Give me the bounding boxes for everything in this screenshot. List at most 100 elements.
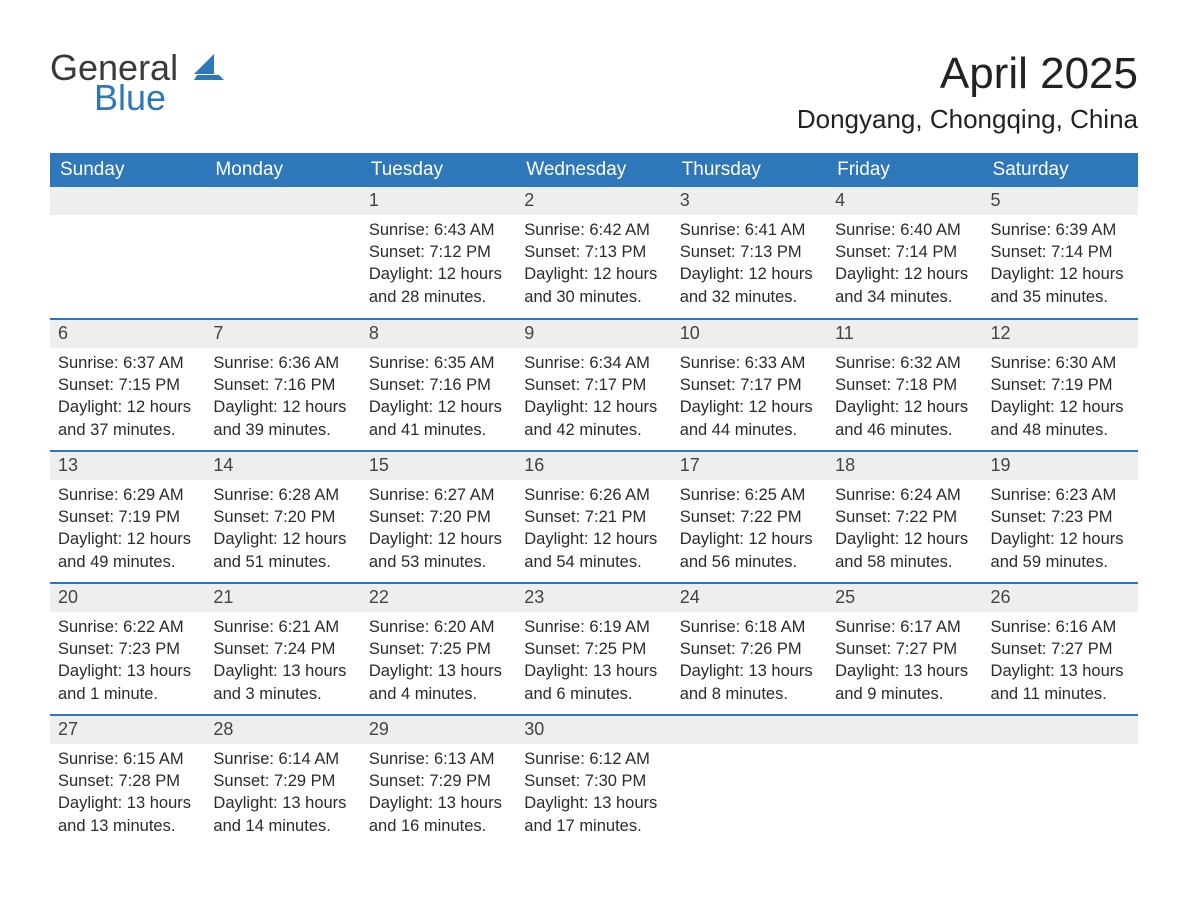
sunrise-line: Sunrise: 6:30 AM: [991, 352, 1128, 374]
day-number: 29: [361, 716, 516, 743]
day-details: Sunrise: 6:33 AMSunset: 7:17 PMDaylight:…: [672, 348, 827, 445]
day-number: 8: [361, 320, 516, 347]
calendar-day-cell: 7Sunrise: 6:36 AMSunset: 7:16 PMDaylight…: [205, 319, 360, 451]
sunset-line: Sunset: 7:13 PM: [680, 241, 817, 263]
sunrise-line: Sunrise: 6:36 AM: [213, 352, 350, 374]
day-number: [827, 716, 982, 743]
location-label: Dongyang, Chongqing, China: [797, 104, 1138, 135]
daylight-line: Daylight: 13 hours and 6 minutes.: [524, 660, 661, 705]
sunset-line: Sunset: 7:19 PM: [991, 374, 1128, 396]
day-details: Sunrise: 6:22 AMSunset: 7:23 PMDaylight:…: [50, 612, 205, 709]
weekday-header: Monday: [205, 153, 360, 187]
sunrise-line: Sunrise: 6:21 AM: [213, 616, 350, 638]
day-number: 30: [516, 716, 671, 743]
day-details: Sunrise: 6:16 AMSunset: 7:27 PMDaylight:…: [983, 612, 1138, 709]
sunset-line: Sunset: 7:27 PM: [835, 638, 972, 660]
calendar-day-cell: 15Sunrise: 6:27 AMSunset: 7:20 PMDayligh…: [361, 451, 516, 583]
day-details: Sunrise: 6:35 AMSunset: 7:16 PMDaylight:…: [361, 348, 516, 445]
day-number: [205, 187, 360, 214]
day-details: Sunrise: 6:20 AMSunset: 7:25 PMDaylight:…: [361, 612, 516, 709]
sunset-line: Sunset: 7:22 PM: [835, 506, 972, 528]
sunset-line: Sunset: 7:25 PM: [524, 638, 661, 660]
weekday-header: Tuesday: [361, 153, 516, 187]
calendar-day-cell: 14Sunrise: 6:28 AMSunset: 7:20 PMDayligh…: [205, 451, 360, 583]
calendar-day-cell: 29 Sunrise: 6:13 AMSunset: 7:29 PMDayligh…: [361, 715, 516, 847]
day-number: 20: [50, 584, 205, 611]
sunrise-line: Sunrise: 6:40 AM: [835, 219, 972, 241]
sunrise-line: Sunrise: 6:43 AM: [369, 219, 506, 241]
title-block: April 2025 Dongyang, Chongqing, China: [797, 50, 1138, 135]
daylight-line: Daylight: 12 hours and 49 minutes.: [58, 528, 195, 573]
calendar-day-cell: [983, 715, 1138, 847]
calendar-day-cell: [672, 715, 827, 847]
sunset-line: Sunset: 7:23 PM: [58, 638, 195, 660]
sunrise-line: Sunrise: 6:20 AM: [369, 616, 506, 638]
day-number: [983, 716, 1138, 743]
sunset-line: Sunset: 7:30 PM: [524, 770, 661, 792]
day-details: Sunrise: 6:40 AMSunset: 7:14 PMDaylight:…: [827, 215, 982, 312]
day-number: 12: [983, 320, 1138, 347]
day-number: 19: [983, 452, 1138, 479]
sunrise-line: Sunrise: 6:35 AM: [369, 352, 506, 374]
sunset-line: Sunset: 7:17 PM: [524, 374, 661, 396]
calendar-day-cell: 22Sunrise: 6:20 AMSunset: 7:25 PMDayligh…: [361, 583, 516, 715]
daylight-line: Daylight: 12 hours and 39 minutes.: [213, 396, 350, 441]
daylight-line: Daylight: 12 hours and 28 minutes.: [369, 263, 506, 308]
calendar-day-cell: 18Sunrise: 6:24 AMSunset: 7:22 PMDayligh…: [827, 451, 982, 583]
calendar-day-cell: 5Sunrise: 6:39 AMSunset: 7:14 PMDaylight…: [983, 187, 1138, 319]
day-number: 6: [50, 320, 205, 347]
calendar-day-cell: 8Sunrise: 6:35 AMSunset: 7:16 PMDaylight…: [361, 319, 516, 451]
day-details: Sunrise: 6:26 AMSunset: 7:21 PMDaylight:…: [516, 480, 671, 577]
calendar-day-cell: [205, 187, 360, 319]
sunrise-line: Sunrise: 6:13 AM: [369, 748, 506, 770]
calendar-day-cell: 30Sunrise: 6:12 AMSunset: 7:30 PMDayligh…: [516, 715, 671, 847]
day-details: Sunrise: 6:43 AMSunset: 7:12 PMDaylight:…: [361, 215, 516, 312]
day-number: 5: [983, 187, 1138, 214]
calendar-day-cell: 19Sunrise: 6:23 AMSunset: 7:23 PMDayligh…: [983, 451, 1138, 583]
weekday-header: Wednesday: [516, 153, 671, 187]
day-number: 4: [827, 187, 982, 214]
day-details: Sunrise: 6:28 AMSunset: 7:20 PMDaylight:…: [205, 480, 360, 577]
daylight-line: Daylight: 12 hours and 54 minutes.: [524, 528, 661, 573]
daylight-line: Daylight: 13 hours and 4 minutes.: [369, 660, 506, 705]
sunrise-line: Sunrise: 6:16 AM: [991, 616, 1128, 638]
daylight-line: Daylight: 13 hours and 16 minutes.: [369, 792, 506, 837]
daylight-line: Daylight: 13 hours and 3 minutes.: [213, 660, 350, 705]
weekday-header-row: Sunday Monday Tuesday Wednesday Thursday…: [50, 153, 1138, 187]
day-number: [50, 187, 205, 214]
day-details: Sunrise: 6:19 AMSunset: 7:25 PMDaylight:…: [516, 612, 671, 709]
calendar-day-cell: 17Sunrise: 6:25 AMSunset: 7:22 PMDayligh…: [672, 451, 827, 583]
day-number: 25: [827, 584, 982, 611]
calendar-day-cell: 2Sunrise: 6:42 AMSunset: 7:13 PMDaylight…: [516, 187, 671, 319]
day-number: 10: [672, 320, 827, 347]
sunrise-line: Sunrise: 6:18 AM: [680, 616, 817, 638]
calendar-page: General Blue April 2025 Dongyang, Chongq…: [0, 0, 1188, 847]
day-details: Sunrise: 6:42 AMSunset: 7:13 PMDaylight:…: [516, 215, 671, 312]
sunset-line: Sunset: 7:15 PM: [58, 374, 195, 396]
sunset-line: Sunset: 7:17 PM: [680, 374, 817, 396]
sunset-line: Sunset: 7:28 PM: [58, 770, 195, 792]
calendar-day-cell: 9Sunrise: 6:34 AMSunset: 7:17 PMDaylight…: [516, 319, 671, 451]
sunrise-line: Sunrise: 6:28 AM: [213, 484, 350, 506]
calendar-week-row: 27Sunrise: 6:15 AMSunset: 7:28 PMDayligh…: [50, 715, 1138, 847]
daylight-line: Daylight: 12 hours and 41 minutes.: [369, 396, 506, 441]
sunset-line: Sunset: 7:14 PM: [835, 241, 972, 263]
day-number: 26: [983, 584, 1138, 611]
daylight-line: Daylight: 12 hours and 59 minutes.: [991, 528, 1128, 573]
day-details: Sunrise: 6:36 AMSunset: 7:16 PMDaylight:…: [205, 348, 360, 445]
sunrise-line: Sunrise: 6:22 AM: [58, 616, 195, 638]
logo-text-blue: Blue: [94, 80, 224, 116]
sunrise-line: Sunrise: 6:12 AM: [524, 748, 661, 770]
sunset-line: Sunset: 7:29 PM: [369, 770, 506, 792]
day-number: 18: [827, 452, 982, 479]
daylight-line: Daylight: 12 hours and 53 minutes.: [369, 528, 506, 573]
calendar-week-row: 20Sunrise: 6:22 AMSunset: 7:23 PMDayligh…: [50, 583, 1138, 715]
sunset-line: Sunset: 7:14 PM: [991, 241, 1128, 263]
day-number: 9: [516, 320, 671, 347]
sunset-line: Sunset: 7:27 PM: [991, 638, 1128, 660]
daylight-line: Daylight: 12 hours and 56 minutes.: [680, 528, 817, 573]
sunset-line: Sunset: 7:24 PM: [213, 638, 350, 660]
calendar-day-cell: [827, 715, 982, 847]
day-details: Sunrise: 6:14 AMSunset: 7:29 PMDaylight:…: [205, 744, 360, 841]
day-details: Sunrise: 6:41 AMSunset: 7:13 PMDaylight:…: [672, 215, 827, 312]
